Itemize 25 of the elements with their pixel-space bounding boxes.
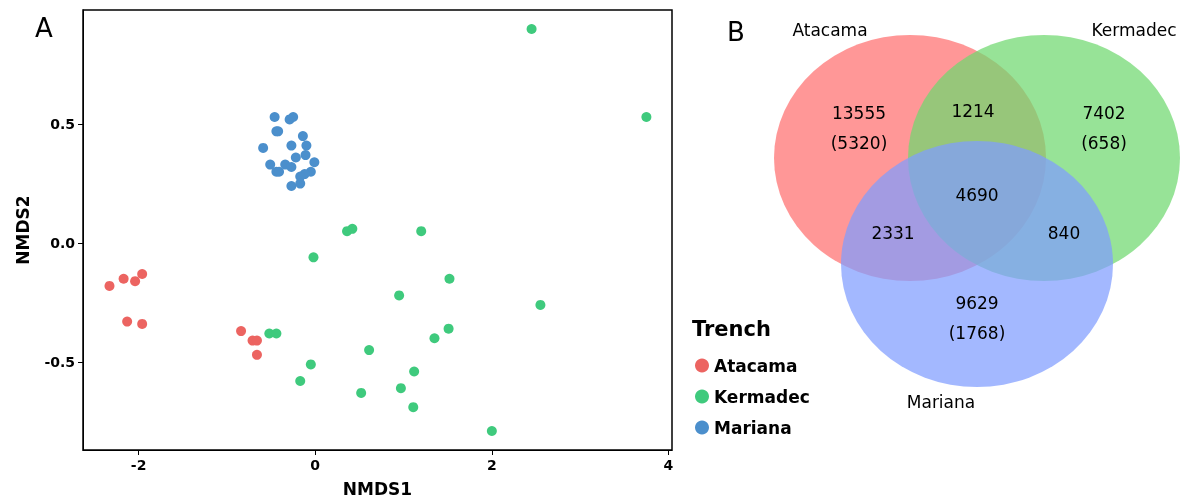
y-axis-title: NMDS2 <box>12 195 33 265</box>
x-tick-label: 0 <box>310 457 321 473</box>
chart-title: A <box>35 13 53 43</box>
category-label: Mariana <box>906 392 976 412</box>
text: 840 <box>1047 223 1081 243</box>
x-axis-title: NMDS1 <box>342 478 413 499</box>
text: 2331 <box>871 223 915 243</box>
text: B <box>727 17 745 47</box>
legend-label: Mariana <box>714 417 792 438</box>
legend-label: Kermadec <box>714 386 810 407</box>
category-label: Kermadec <box>1091 20 1177 40</box>
legend-title: Trench <box>692 316 771 341</box>
category-label: Atacama <box>792 20 868 40</box>
text: 9629 (1768) <box>948 293 1006 343</box>
text: 7402 (658) <box>1081 103 1127 153</box>
x-tick-label: 2 <box>486 457 497 473</box>
text: 1214 <box>951 101 995 121</box>
text: 13555 (5320) <box>830 103 888 153</box>
y-tick-label: 0.0 <box>50 235 76 252</box>
x-tick-label: -2 <box>130 457 147 473</box>
text: 4690 <box>955 185 999 205</box>
y-tick-label: -0.5 <box>44 354 75 370</box>
legend-label: Atacama <box>714 355 798 376</box>
y-tick-label: 0.5 <box>50 116 75 133</box>
x-tick-label: 4 <box>663 457 674 473</box>
